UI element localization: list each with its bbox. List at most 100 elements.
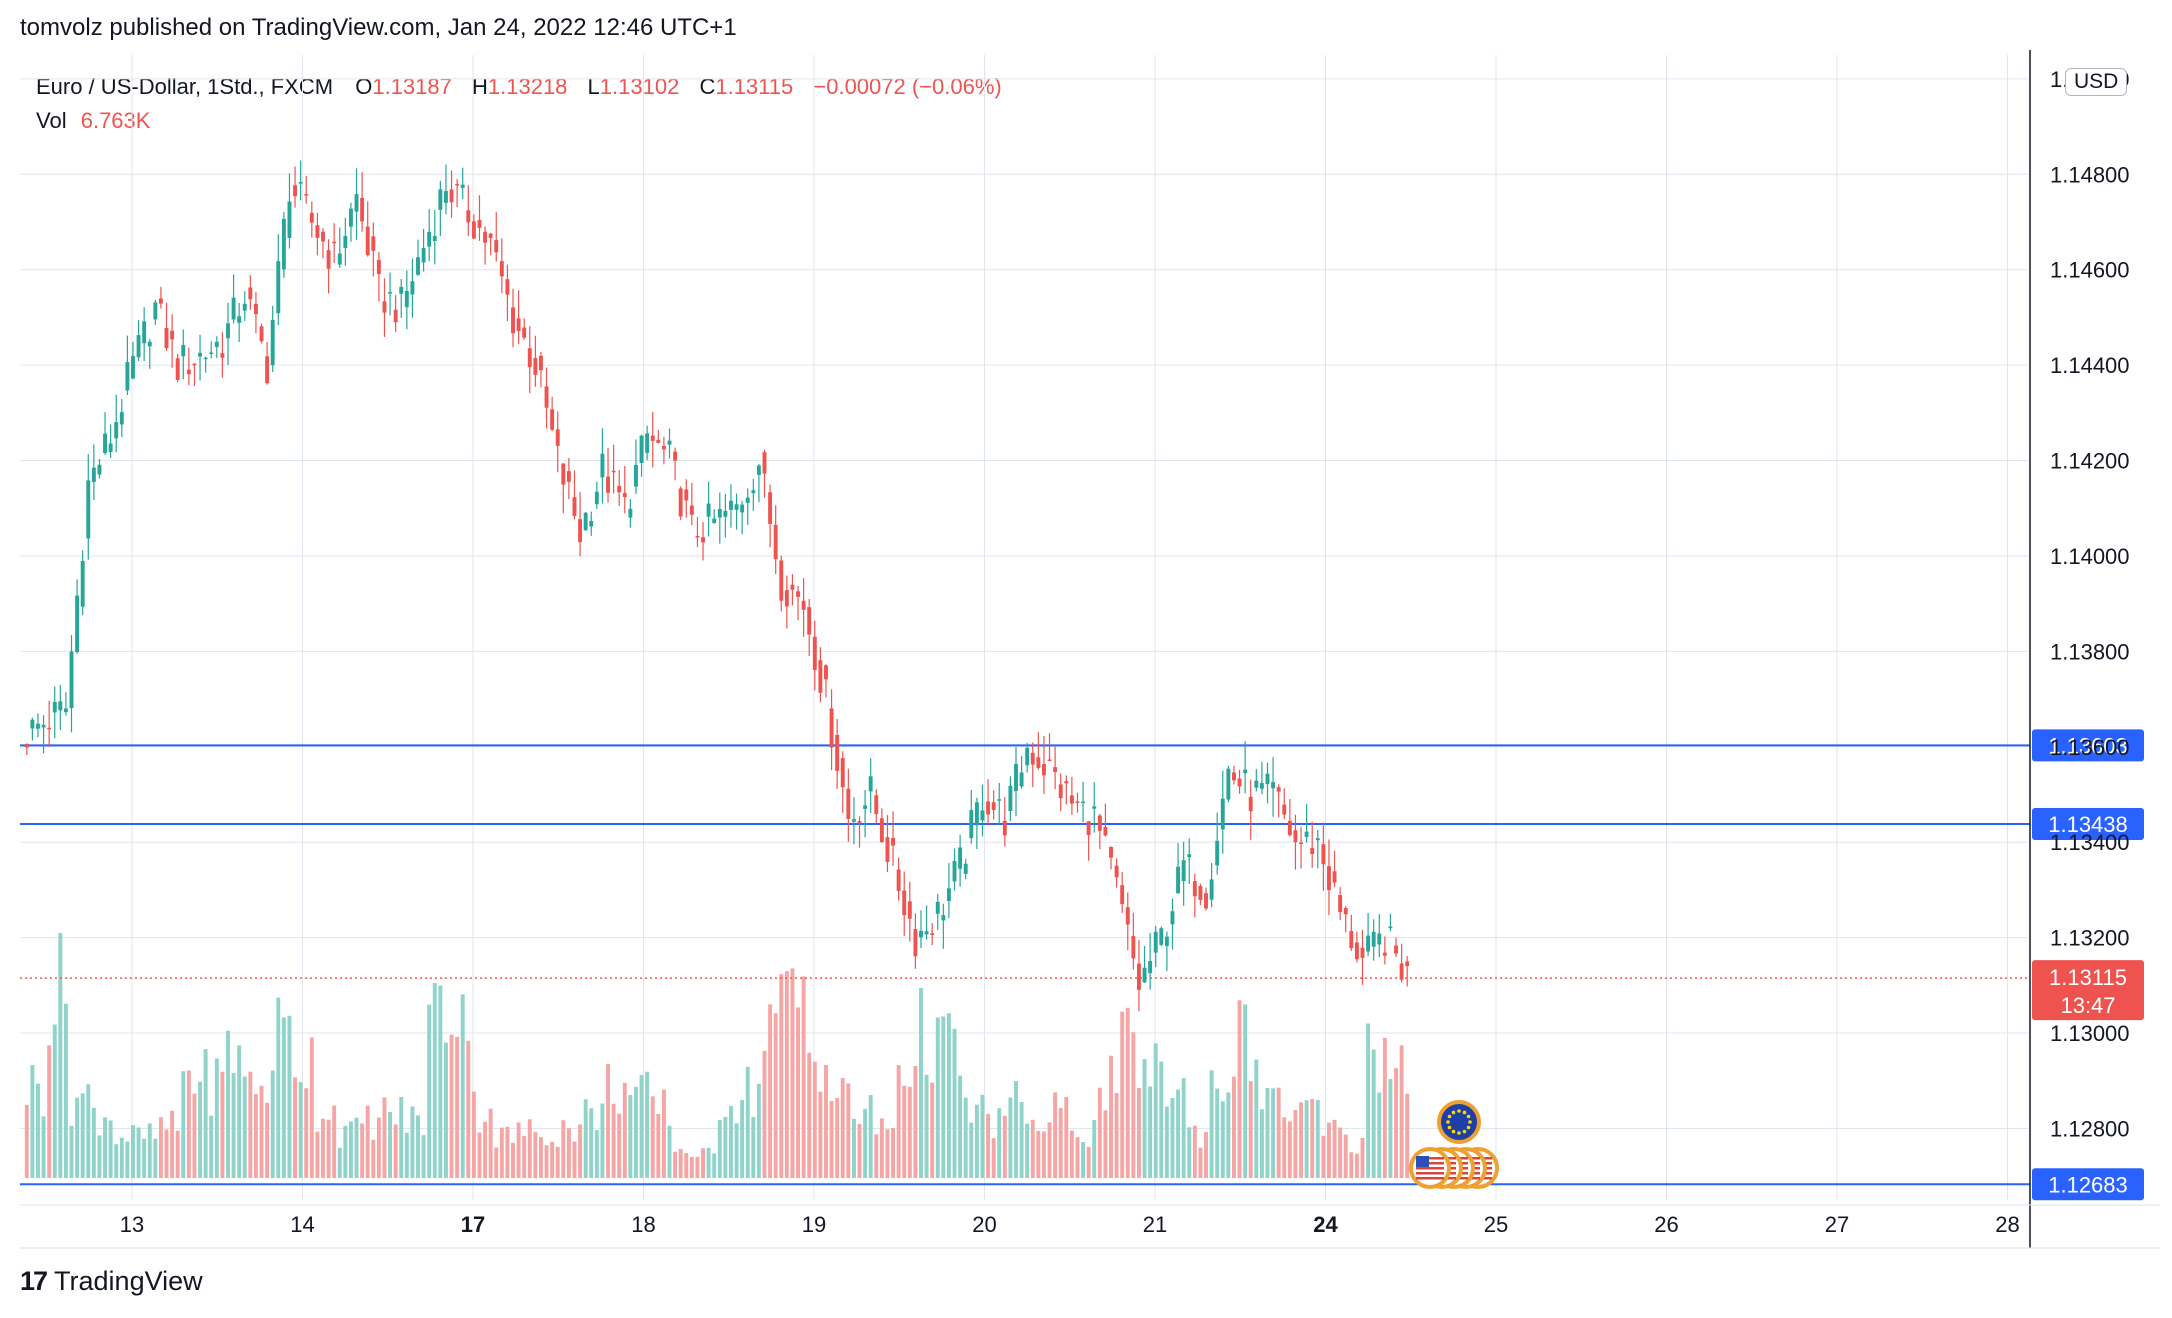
volume-bar (186, 1070, 191, 1178)
event-markers (1409, 1100, 1499, 1189)
candle-body (572, 497, 577, 516)
candle-body (550, 409, 555, 430)
volume-bar (645, 1071, 650, 1178)
candle-body (460, 184, 465, 188)
volume-bar (287, 1015, 292, 1178)
horizontal-lines: 1.13603 1.13438 1.12683 1.13115 13:47 (20, 729, 2144, 1201)
candle-body (170, 330, 175, 340)
candle-body (237, 316, 242, 323)
candle-body (281, 218, 286, 270)
candle-body (388, 292, 393, 294)
us-flag-stripe (1416, 1157, 1444, 1160)
candle-body (1394, 945, 1398, 954)
volume-bar (466, 1040, 471, 1178)
low-value: 1.13102 (599, 74, 680, 99)
volume-bar (980, 1094, 985, 1178)
candle-body (846, 788, 851, 819)
candle-body (734, 504, 739, 510)
candle-body (678, 488, 683, 517)
candle-body (153, 302, 158, 320)
volume-bar (611, 1103, 616, 1178)
candle-body (1354, 942, 1359, 960)
volume-bar (1388, 1078, 1393, 1178)
candle-body (924, 931, 929, 935)
volume-bar (337, 1147, 342, 1178)
volume-bar (1243, 1004, 1248, 1178)
volume-bar (125, 1141, 130, 1178)
volume-bar (807, 1052, 812, 1178)
candle-body (332, 241, 337, 244)
candle-body (1030, 752, 1035, 765)
currency-badge[interactable]: USD (2065, 68, 2128, 96)
volume-row: Vol 6.763K (36, 104, 1002, 138)
candle-body (930, 933, 935, 935)
candle-body (835, 734, 840, 771)
volume-bar (1293, 1109, 1298, 1178)
candle-body (1097, 815, 1102, 831)
candle-body (276, 261, 281, 314)
volume-bar (661, 1089, 666, 1178)
candle-body (555, 429, 560, 446)
volume-bar (1287, 1121, 1292, 1178)
eu-flag-icon[interactable] (1437, 1100, 1481, 1144)
volume-bar (1030, 1119, 1035, 1178)
volume-bar (343, 1125, 348, 1178)
candle-body (1254, 780, 1259, 788)
candle-body (1041, 764, 1046, 776)
candle-body (1002, 820, 1007, 836)
candle-body (706, 503, 711, 517)
volume-bar (52, 1024, 57, 1178)
candle-body (181, 345, 186, 357)
candle-body (348, 208, 353, 227)
candle-body (69, 651, 74, 709)
volume-bar (617, 1113, 622, 1178)
volume-bar (656, 1114, 661, 1178)
volume-bar (1338, 1127, 1343, 1178)
volume-bar (86, 1084, 91, 1178)
candle-body (812, 636, 817, 671)
candle-body (466, 210, 471, 223)
candle-body (1299, 842, 1303, 844)
candle-body (656, 439, 661, 443)
volume-bar (667, 1125, 672, 1178)
candle-body (634, 464, 638, 487)
candle-body (1159, 928, 1164, 945)
candle-body (779, 560, 784, 601)
volume-bar (1276, 1087, 1281, 1178)
candle-body (1103, 826, 1108, 836)
symbol-title[interactable]: Euro / US-Dollar, 1Std., FXCM (36, 74, 334, 99)
volume-bar (443, 1042, 448, 1178)
volume-bar (1014, 1081, 1018, 1178)
volume-bar (237, 1045, 242, 1178)
candle-body (1226, 768, 1231, 800)
volume-bar (1136, 1088, 1141, 1178)
volume-bar (1349, 1152, 1354, 1178)
horizontal-line-label: 1.12683 (2048, 1172, 2128, 1197)
volume-bar (779, 974, 784, 1178)
candle-body (231, 297, 236, 320)
candle-body (1092, 806, 1097, 809)
candle-body (1271, 782, 1276, 789)
candle-body (829, 708, 834, 748)
volume-bar (1120, 1011, 1125, 1178)
candle-body (511, 307, 515, 334)
volume-bar (796, 1007, 800, 1178)
candle-body (1405, 961, 1410, 967)
volume-bar (1237, 1000, 1242, 1178)
candle-body (544, 386, 549, 408)
volume-bar (634, 1086, 638, 1178)
candle-body (1081, 801, 1086, 804)
volume-bar (1053, 1092, 1058, 1178)
footer-brand[interactable]: 17 TradingView (20, 1266, 203, 1297)
volume-bar (421, 1135, 426, 1178)
volume-bar (829, 1100, 834, 1178)
candle-body (1058, 784, 1063, 799)
candle-body (628, 508, 633, 518)
candle-body (97, 464, 102, 475)
eu-flag-star (1462, 1129, 1467, 1134)
candle-body (108, 443, 113, 453)
volume-bars (24, 932, 1410, 1178)
us-flag-icon[interactable] (1409, 1147, 1451, 1189)
volume-bar (365, 1105, 370, 1178)
